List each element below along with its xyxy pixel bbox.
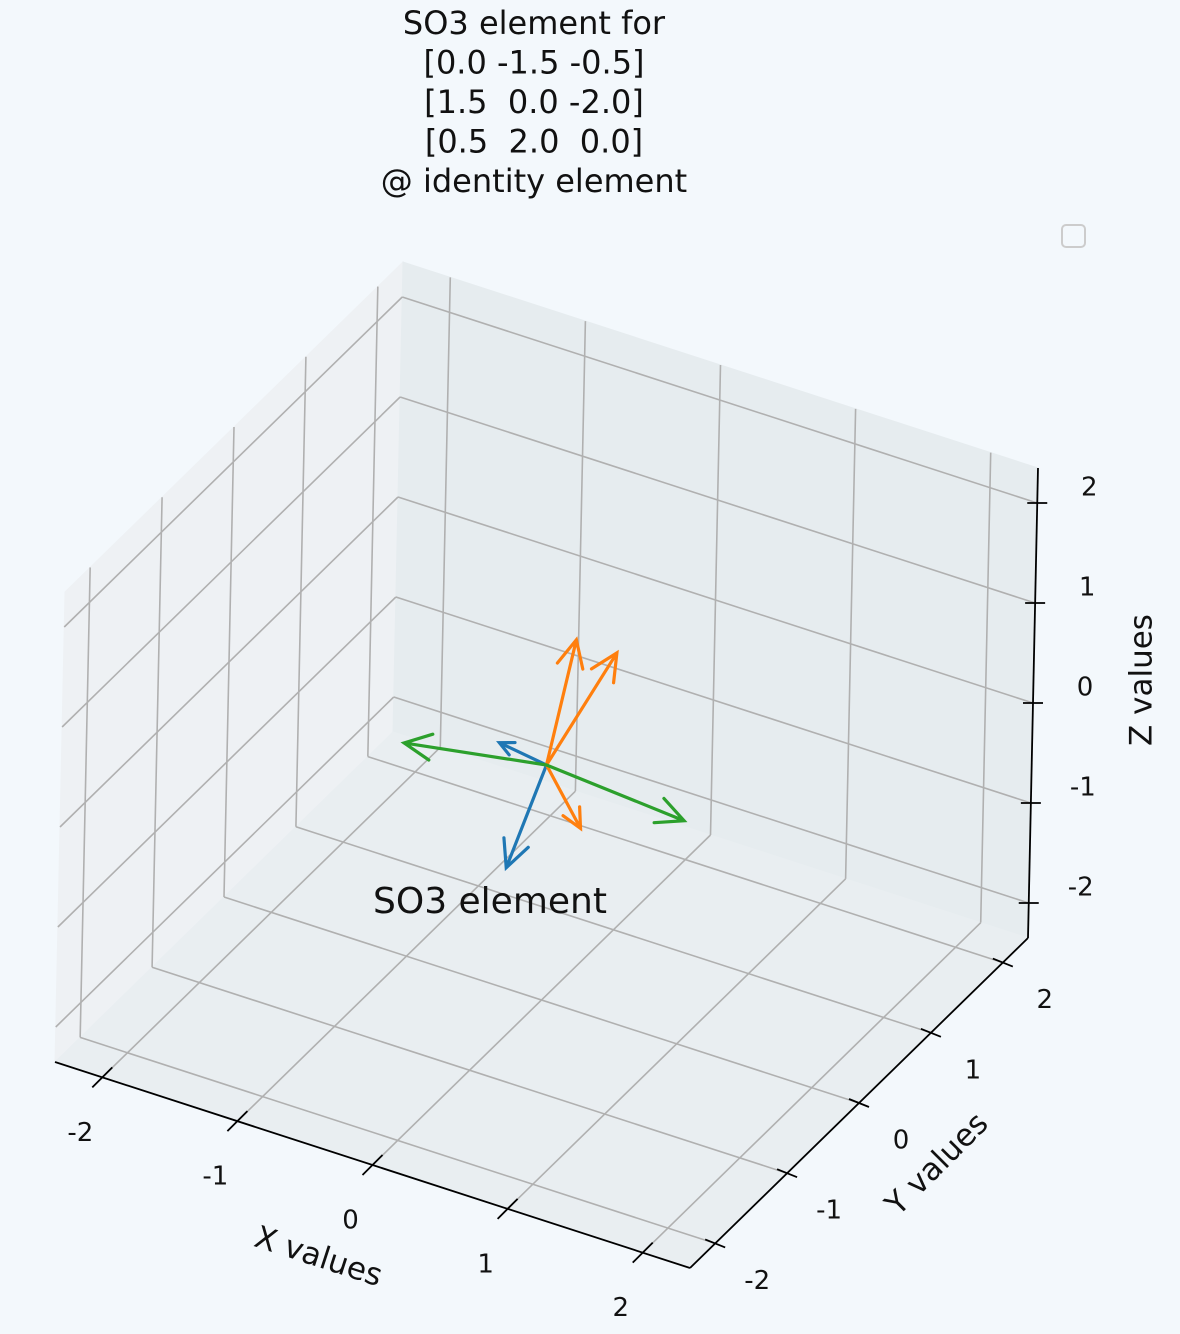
tick-mark [361, 1154, 384, 1176]
arrow [544, 763, 583, 832]
z-tick-label: -2 [1068, 873, 1094, 903]
grid-line [63, 296, 403, 628]
tick-mark [992, 957, 1014, 968]
y-tick-label: 1 [965, 1055, 982, 1085]
title: SO3 element for[0.0 -1.5 -0.5][1.5 0.0 -… [381, 4, 687, 200]
x-tick-label: -1 [202, 1162, 228, 1192]
tick-mark [848, 1098, 870, 1108]
arrow [544, 763, 688, 825]
arrow [400, 732, 549, 767]
title-line: SO3 element for [403, 4, 666, 42]
grid-line [151, 966, 788, 1174]
y-tick-label: 2 [1037, 985, 1054, 1015]
x-tick-label: 1 [477, 1249, 494, 1279]
x-tick-label: 2 [612, 1293, 629, 1323]
grid-line [399, 396, 1036, 604]
y-tick-label: -2 [744, 1266, 770, 1296]
grid-line [295, 826, 932, 1034]
tick-mark [496, 1198, 519, 1220]
arrow [544, 649, 619, 767]
title-line: [1.5 0.0 -2.0] [424, 83, 644, 121]
tick-mark [91, 1066, 113, 1088]
tick-mark [632, 1242, 654, 1264]
y-tick-label: -1 [816, 1196, 842, 1226]
y-tick-label: 0 [893, 1126, 910, 1156]
arrow [544, 636, 585, 767]
annotation: SO3 element [373, 881, 607, 922]
title-line: @ identity element [381, 162, 687, 200]
title-line: [0.5 2.0 0.0] [425, 123, 643, 161]
title-line: [0.0 -1.5 -0.5] [423, 44, 644, 82]
grid-line [367, 755, 1004, 964]
grid-line [61, 396, 401, 728]
z-axis-label: Z values [1124, 614, 1160, 746]
tick-mark [920, 1027, 942, 1038]
grid-line [55, 696, 395, 1028]
z-tick-label: -1 [1070, 773, 1096, 803]
arrow [502, 763, 549, 872]
legend [1061, 224, 1086, 248]
grid-line [395, 596, 1032, 804]
grid-line [223, 896, 860, 1104]
grid-line [57, 596, 397, 928]
x-tick-label: -2 [67, 1118, 93, 1148]
grid-line [59, 496, 399, 828]
tick-mark [226, 1110, 249, 1132]
z-tick-label: 2 [1081, 473, 1098, 503]
x-tick-label: 0 [342, 1206, 359, 1236]
arrow [496, 740, 549, 767]
grid-line [397, 496, 1034, 704]
grid-line [402, 296, 1038, 504]
tick-mark [704, 1238, 726, 1249]
z-tick-label: 1 [1079, 573, 1096, 603]
grid-line [79, 1036, 716, 1245]
z-tick-label: 0 [1077, 673, 1094, 703]
tick-mark [776, 1168, 798, 1179]
grid-line [393, 696, 1029, 904]
